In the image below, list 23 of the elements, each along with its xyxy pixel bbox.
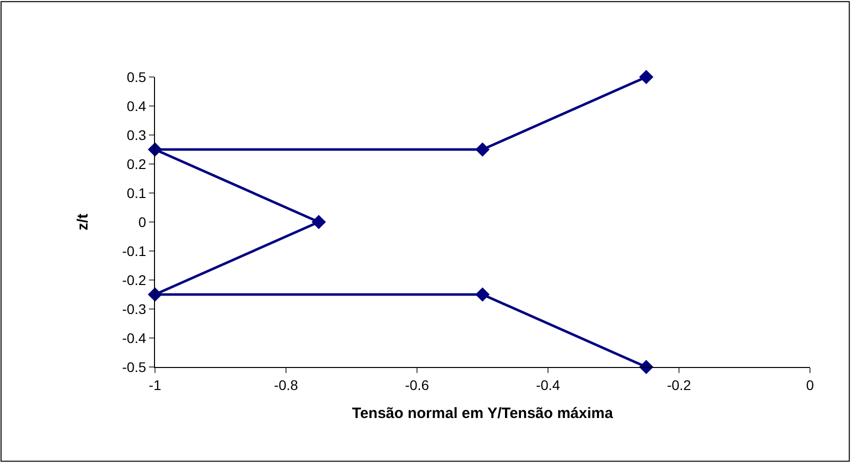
point (475, 287, 490, 302)
y-tick-label: 0.4 (126, 98, 146, 114)
x-tick-label: 0 (806, 376, 814, 393)
y-tick-label: -0.3 (122, 300, 146, 317)
y-tick-label: -0.4 (122, 330, 146, 346)
x-axis-title: Tensão normal em Y/Tensão máxima (352, 404, 614, 422)
x-tick-label: -0.4 (536, 376, 560, 393)
point (475, 142, 490, 157)
y-tick-label: -0.1 (122, 242, 146, 259)
y-tick-label: 0.1 (126, 184, 146, 201)
point (312, 214, 326, 230)
x-tick-label: -0.6 (404, 376, 430, 393)
point (639, 70, 654, 84)
y-tick-label: 0.3 (126, 126, 146, 143)
y-tick-label: -0.2 (122, 272, 146, 288)
x-tick-label: -1 (148, 376, 162, 393)
y-tick-label: -0.5 (122, 358, 146, 375)
y-tick-label: 0.2 (126, 156, 146, 172)
y-tick-label: 0.5 (126, 68, 146, 85)
y-axis-title: z/t (74, 214, 92, 230)
x-tick-label: -0.8 (274, 376, 298, 393)
y-tick-label: 0 (138, 214, 146, 230)
x-tick-label: -0.2 (666, 376, 692, 393)
